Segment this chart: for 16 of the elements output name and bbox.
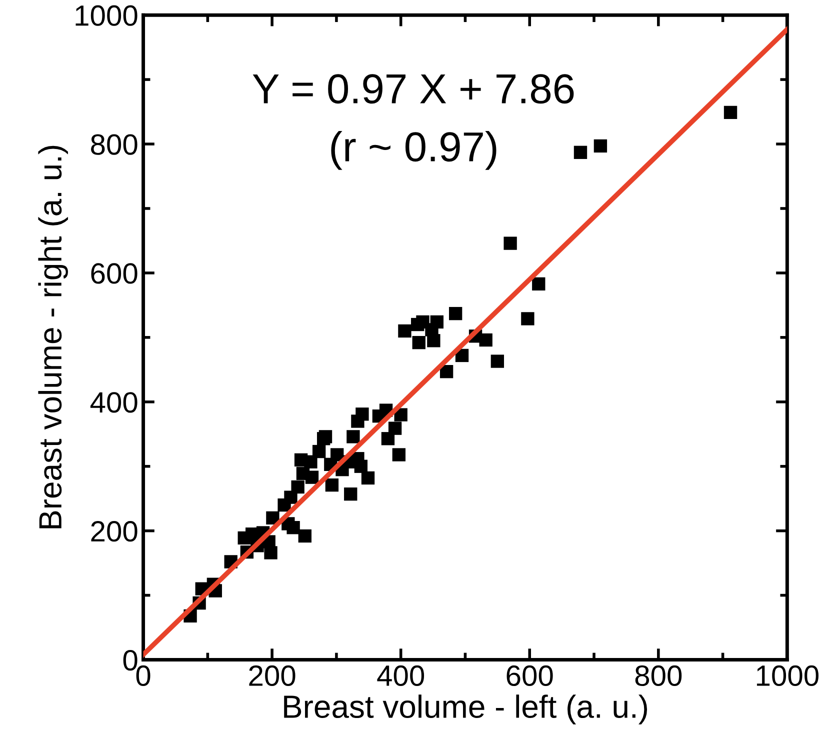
x-axis-title: Breast volume - left (a. u.) <box>284 694 648 724</box>
x-tick-label: 0 <box>136 665 150 686</box>
y-axis-title: Breast volume - right (a. u.) <box>38 146 68 528</box>
x-tick-label: 600 <box>506 665 553 686</box>
x-tick-label: 800 <box>635 665 682 686</box>
annotation: (r ~ 0.97) <box>331 131 496 170</box>
x-tick-label: 1000 <box>756 665 818 686</box>
annotation: Y = 0.97 X + 7.86 <box>252 74 574 104</box>
y-tick-label: 200 <box>91 521 138 542</box>
y-tick-label: 1000 <box>76 5 138 26</box>
x-tick-label: 400 <box>377 665 424 686</box>
y-tick-label: 800 <box>91 134 138 155</box>
x-tick-label: 200 <box>249 665 296 686</box>
y-tick-label: 400 <box>90 392 138 413</box>
y-tick-label: 0 <box>123 650 138 671</box>
y-tick-label: 600 <box>91 263 138 284</box>
